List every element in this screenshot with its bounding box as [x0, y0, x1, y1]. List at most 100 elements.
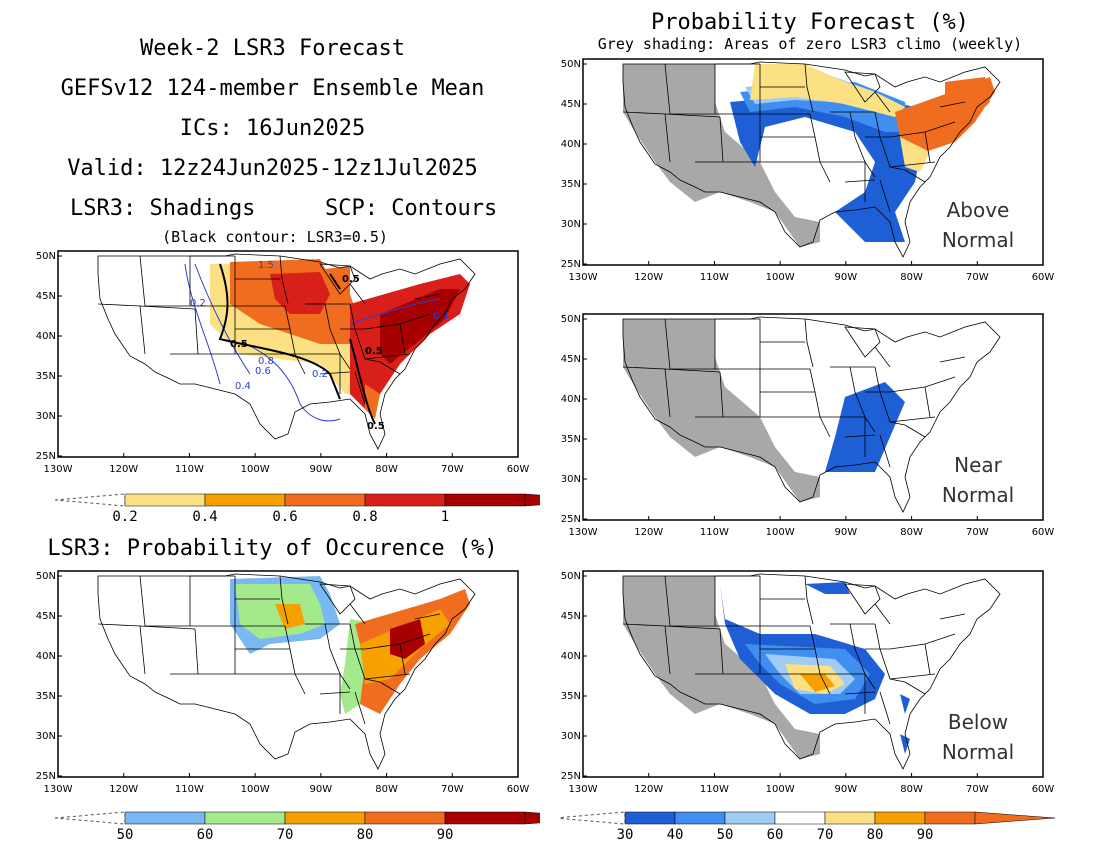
state-boundary: [874, 91, 891, 113]
lat-tick-label: 45N: [36, 611, 56, 622]
colorbar-swatch: [674, 811, 726, 825]
state-boundary: [809, 368, 821, 418]
state-boundary: [904, 169, 926, 183]
colorbar-underflow: [54, 811, 126, 825]
colorbar-swatch: [824, 811, 876, 825]
colorbar-label: 1: [441, 509, 449, 525]
lat-tick-label: 25N: [36, 451, 56, 462]
lon-tick-label: 110W: [175, 464, 204, 475]
lat-axis: 50N 45N 40N 35N 30N 25N: [561, 571, 587, 782]
state-boundary: [874, 346, 891, 368]
contour-label: 1.5: [258, 260, 274, 271]
colorbar-underflow: [54, 493, 126, 507]
state-boundary: [139, 305, 196, 310]
contour-label: 0.2: [312, 369, 328, 380]
state-boundary: [305, 303, 341, 355]
lat-tick-label: 35N: [36, 691, 56, 702]
lat-tick-label: 50N: [561, 59, 581, 70]
state-boundary: [830, 111, 866, 163]
header-line4: Valid: 12z24Jun2025-12z1Jul2025: [67, 156, 478, 181]
state-boundary: [234, 279, 285, 307]
great-lakes: [844, 583, 881, 615]
great-lakes: [319, 263, 356, 295]
lon-tick-label: 130W: [44, 464, 73, 475]
lon-tick-label: 130W: [569, 272, 598, 283]
above-normal-map: 50N 45N 40N 35N 30N 25N 130W 120W 110W 100W 90W 80…: [561, 58, 1054, 283]
state-boundary: [414, 293, 441, 300]
colorbar-label: 70: [277, 827, 294, 843]
colorbar-overflow: [974, 811, 1056, 825]
near-label-2: Normal: [942, 483, 1014, 507]
colorbar-underflow: [560, 811, 626, 825]
state-boundary: [830, 623, 866, 675]
colorbar-label: 0.6: [272, 509, 297, 525]
state-boundary: [279, 255, 289, 305]
near-label-1: Near: [954, 453, 1003, 477]
state-boundary: [279, 575, 289, 625]
state-boundary: [284, 305, 296, 355]
contours-label: SCP: Contours: [325, 196, 498, 221]
lat-tick-label: 45N: [561, 354, 581, 365]
lon-axis: 130W 120W 110W 100W 90W 80W 70W 60W: [569, 516, 1055, 538]
lon-tick-label: 100W: [241, 784, 270, 795]
contour-label: 0.5: [230, 339, 248, 350]
colorbar-swatch: [774, 811, 826, 825]
contour-note: (Black contour: LSR3=0.5): [162, 228, 388, 246]
header-line3: ICs: 16Jun2025: [179, 116, 366, 141]
lon-axis: 130W 120W 110W 100W 90W 80W 70W 60W: [569, 773, 1055, 795]
occurrence-colorbar: 50 60 70 80 90: [54, 811, 540, 843]
lon-tick-label: 80W: [375, 784, 398, 795]
state-boundary: [664, 625, 721, 630]
colorbar-swatch: [874, 811, 926, 825]
shadings-label: LSR3: Shadings: [70, 196, 256, 221]
state-boundary: [809, 113, 821, 163]
contour-label: 0.2: [190, 298, 206, 309]
state-boundary: [924, 643, 931, 675]
lat-tick-label: 30N: [36, 731, 56, 742]
state-boundary: [349, 283, 366, 305]
state-boundary: [939, 101, 966, 108]
colorbar-swatch: [624, 811, 676, 825]
state-boundary: [759, 342, 810, 370]
lon-tick-label: 70W: [441, 464, 464, 475]
lat-tick-label: 40N: [561, 651, 581, 662]
colorbar-swatch: [284, 493, 366, 507]
us-coastline: [622, 61, 1001, 258]
state-boundary: [414, 613, 441, 620]
state-boundary: [889, 673, 936, 680]
state-boundary: [759, 599, 810, 627]
colorbar-label: 0.2: [112, 509, 137, 525]
lat-tick-label: 30N: [561, 219, 581, 230]
state-boundary: [924, 386, 931, 418]
colorbar-swatch: [364, 493, 446, 507]
contour-label: 0.4: [235, 381, 251, 392]
state-boundary: [830, 366, 866, 418]
lon-tick-label: 60W: [1032, 784, 1055, 795]
state-boundary: [194, 308, 199, 355]
lon-tick-label: 110W: [700, 784, 729, 795]
lon-tick-label: 110W: [700, 272, 729, 283]
colorbar-swatch: [284, 811, 366, 825]
lat-tick-label: 45N: [561, 99, 581, 110]
state-boundary: [364, 673, 411, 680]
state-boundary: [354, 371, 366, 405]
lon-tick-label: 60W: [507, 784, 530, 795]
occurrence-shading: [230, 576, 470, 714]
state-boundary: [939, 356, 966, 363]
state-boundary: [759, 87, 810, 115]
great-lakes: [319, 583, 356, 615]
lon-tick-label: 130W: [569, 527, 598, 538]
lon-tick-label: 70W: [966, 527, 989, 538]
prob-colorbar: 30 40 50 60 70 80 90: [560, 811, 1056, 843]
colorbar-label: 80: [357, 827, 374, 843]
lon-tick-label: 110W: [175, 784, 204, 795]
colorbar-label: 40: [667, 827, 684, 843]
lon-tick-label: 60W: [1032, 527, 1055, 538]
colorbar-label: 90: [917, 827, 934, 843]
lon-tick-label: 70W: [966, 784, 989, 795]
lat-tick-label: 40N: [561, 139, 581, 150]
lat-tick-label: 50N: [36, 251, 56, 262]
lon-tick-label: 100W: [766, 784, 795, 795]
lon-tick-label: 90W: [310, 464, 333, 475]
lsr3-contour-labels: 1.5 0.5 0.2 0.5 0.8 0.6 0.4 0.2 0.4 0.5 …: [190, 260, 449, 432]
